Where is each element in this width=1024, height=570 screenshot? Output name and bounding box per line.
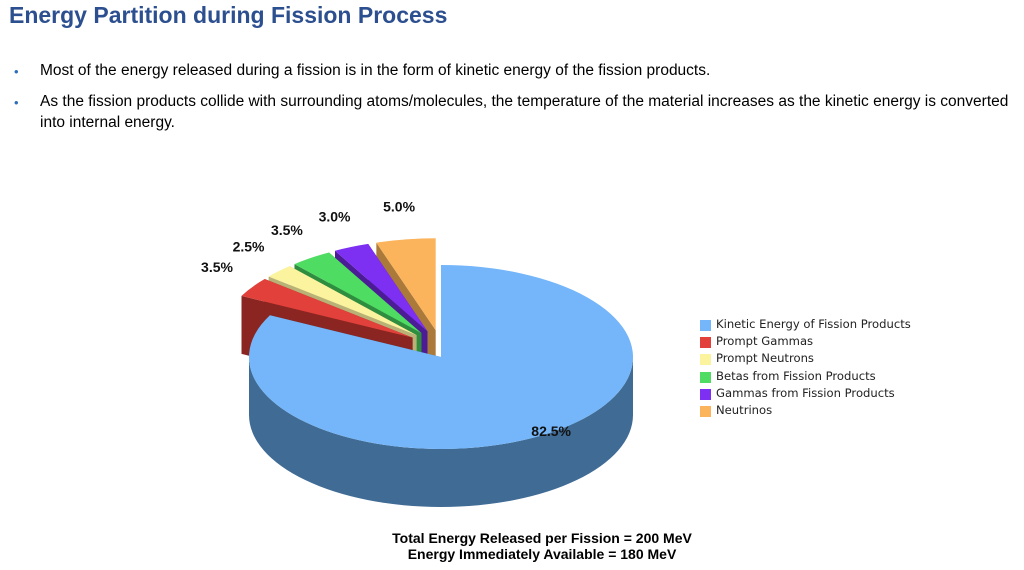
slice-data-label: 3.5%	[201, 259, 233, 275]
bullet-item: • Most of the energy released during a fi…	[14, 60, 1020, 81]
slide-title: Energy Partition during Fission Process	[9, 2, 448, 28]
bullet-item: • As the fission products collide with su…	[14, 91, 1020, 133]
slice-data-label: 82.5%	[531, 423, 571, 439]
legend-label: Neutrinos	[716, 403, 773, 418]
legend-swatch	[700, 320, 711, 331]
bullet-text: Most of the energy released during a fis…	[40, 62, 711, 79]
slice-data-label: 5.0%	[383, 199, 415, 215]
slice-top	[294, 252, 422, 334]
legend-label: Betas from Fission Products	[716, 368, 876, 383]
bullet-text: As the fission products collide with sur…	[40, 93, 1009, 131]
legend-item: Gammas from Fission Products	[700, 385, 911, 402]
legend-label: Gammas from Fission Products	[716, 385, 895, 400]
legend-item: Kinetic Energy of Fission Products	[700, 316, 911, 333]
chart-legend: Kinetic Energy of Fission Products Promp…	[700, 316, 911, 419]
legend-swatch	[700, 388, 711, 400]
legend-swatch	[700, 406, 711, 418]
bullet-list: • Most of the energy released during a fi…	[14, 60, 1020, 143]
legend-swatch	[700, 337, 711, 349]
slice-top	[376, 238, 436, 331]
slice-data-label: 3.0%	[319, 208, 351, 224]
slice-side	[249, 357, 633, 507]
bullet-dot-icon: •	[14, 95, 19, 110]
legend-label: Prompt Neutrons	[716, 351, 814, 366]
available-energy-note: Energy Immediately Available = 180 MeV	[407, 546, 677, 562]
bullet-dot-icon: •	[14, 64, 19, 79]
slice-top	[268, 266, 417, 336]
legend-item: Betas from Fission Products	[700, 368, 911, 385]
legend-label: Prompt Gammas	[716, 334, 814, 349]
legend-swatch	[700, 371, 711, 383]
legend-swatch	[700, 354, 711, 366]
slice-data-label: 3.5%	[271, 222, 303, 238]
total-energy-note: Total Energy Released per Fission = 200 …	[392, 530, 692, 546]
slice-top	[335, 243, 428, 332]
slice-top	[248, 265, 634, 450]
pie-slice	[248, 265, 634, 507]
slice-top	[241, 279, 413, 338]
slice-data-label: 2.5%	[233, 239, 265, 255]
legend-item: Prompt Neutrons	[700, 350, 911, 367]
legend-item: Neutrinos	[700, 402, 911, 419]
legend-item: Prompt Gammas	[700, 333, 911, 350]
legend-label: Kinetic Energy of Fission Products	[716, 317, 911, 331]
